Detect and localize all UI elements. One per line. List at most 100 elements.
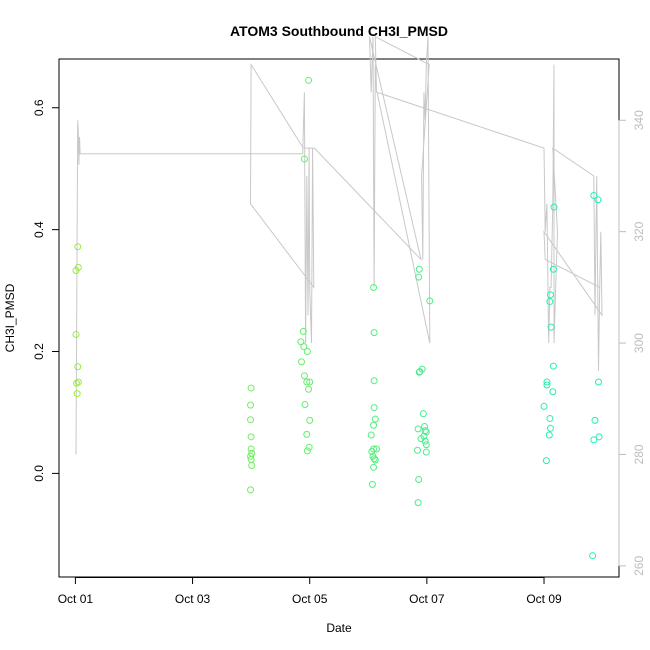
data-point: [594, 196, 602, 204]
data-point: [590, 192, 598, 200]
data-point: [591, 416, 599, 424]
data-point: [370, 463, 378, 471]
data-point: [303, 348, 311, 356]
x-tick-label: Oct 03: [175, 592, 211, 606]
y-axis-label: CH3I_PMSD: [3, 283, 17, 352]
x-axis: Oct 01 Oct 03 Oct 05 Oct 07 Oct 09: [58, 577, 562, 606]
data-point: [422, 448, 430, 456]
y2-tick-label: 340: [632, 110, 646, 130]
data-point: [421, 437, 429, 445]
data-point: [546, 291, 554, 299]
data-point: [303, 430, 311, 438]
data-point: [547, 323, 555, 331]
data-point: [247, 452, 255, 460]
data-point: [545, 431, 553, 439]
data-point: [590, 436, 598, 444]
data-point: [368, 480, 376, 488]
line-layer: [75, 35, 603, 455]
data-point: [418, 365, 426, 373]
y-tick-label: 0.6: [32, 99, 46, 116]
data-point: [300, 155, 308, 163]
x-tick-label: Oct 05: [292, 592, 328, 606]
data-point: [73, 390, 81, 398]
y2-axis: 260 280 300 320 340: [618, 110, 646, 576]
data-point: [413, 446, 421, 454]
data-point: [546, 298, 554, 306]
data-point: [589, 552, 597, 560]
data-point: [415, 265, 423, 273]
data-point: [248, 461, 256, 469]
data-point: [247, 433, 255, 441]
data-point: [414, 425, 422, 433]
y-tick-label: 0.2: [32, 343, 46, 360]
points-layer: [72, 76, 603, 560]
data-point: [419, 410, 427, 418]
data-point: [372, 445, 380, 453]
data-point: [247, 384, 255, 392]
data-point: [426, 297, 434, 305]
data-point: [300, 343, 308, 351]
data-point: [370, 284, 378, 292]
y-tick-label: 0.4: [32, 221, 46, 238]
data-point: [298, 358, 306, 366]
data-point: [549, 362, 557, 370]
data-point: [416, 368, 424, 376]
data-point: [306, 378, 314, 386]
data-point: [301, 401, 309, 409]
data-point: [247, 401, 255, 409]
data-point: [74, 363, 82, 371]
data-point: [74, 263, 82, 271]
data-point: [421, 427, 429, 435]
chart-title: ATOM3 Southbound CH3I_PMSD: [230, 23, 448, 39]
data-point: [370, 377, 378, 385]
x-tick-label: Oct 09: [526, 592, 562, 606]
data-point: [369, 452, 377, 460]
x-tick-label: Oct 01: [58, 592, 94, 606]
data-point: [74, 378, 82, 386]
y2-tick-label: 280: [632, 444, 646, 464]
data-point: [247, 445, 255, 453]
data-point: [549, 388, 557, 396]
data-point: [543, 381, 551, 389]
data-point: [73, 379, 81, 387]
data-point: [305, 385, 313, 393]
data-point: [299, 327, 307, 335]
data-point: [422, 428, 430, 436]
data-point: [594, 378, 602, 386]
y2-tick-label: 300: [632, 333, 646, 353]
data-point: [370, 404, 378, 412]
data-point: [305, 76, 313, 84]
data-point: [415, 475, 423, 483]
data-point: [72, 330, 80, 338]
data-point: [542, 457, 550, 465]
data-point: [540, 402, 548, 410]
data-point: [549, 265, 557, 273]
data-point: [595, 433, 603, 441]
data-point: [414, 499, 422, 507]
data-point: [305, 443, 313, 451]
data-point: [247, 416, 255, 424]
x-axis-label: Date: [326, 621, 352, 635]
data-point: [74, 243, 82, 251]
y-tick-label: 0.0: [32, 465, 46, 482]
y-axis: 0.0 0.2 0.4 0.6: [32, 99, 60, 482]
data-point: [306, 416, 314, 424]
data-point: [422, 441, 430, 449]
data-point: [303, 447, 311, 455]
x-tick-label: Oct 07: [409, 592, 445, 606]
series-line: [75, 35, 603, 455]
data-point: [247, 486, 255, 494]
data-point: [543, 378, 551, 386]
data-point: [300, 372, 308, 380]
data-point: [371, 456, 379, 464]
data-point: [546, 424, 554, 432]
data-point: [303, 378, 311, 386]
data-point: [546, 415, 554, 423]
data-point: [550, 203, 558, 211]
data-point: [370, 329, 378, 337]
data-point: [367, 431, 375, 439]
data-point: [415, 273, 423, 281]
y2-tick-label: 320: [632, 221, 646, 241]
y2-tick-label: 260: [632, 556, 646, 576]
